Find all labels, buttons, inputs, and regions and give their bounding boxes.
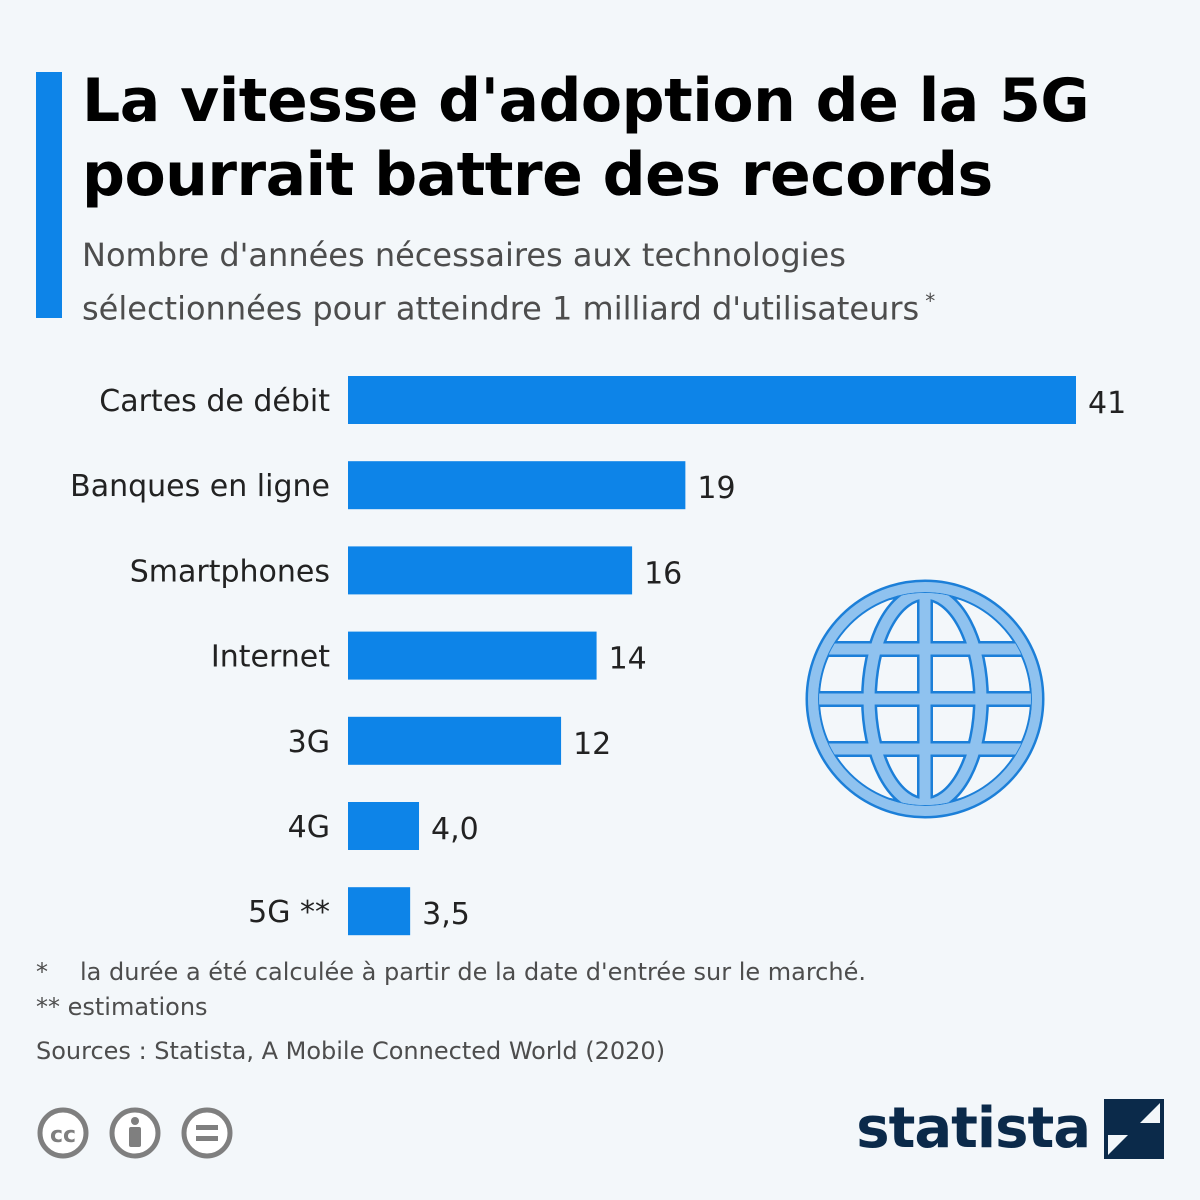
license-icons[interactable]: cc (36, 1106, 246, 1162)
subtitle-footnote-mark: * (925, 289, 936, 313)
category-label: Internet (211, 640, 330, 675)
statista-logo[interactable]: statista (856, 1096, 1164, 1161)
cc-icon[interactable]: cc (37, 1107, 89, 1159)
bar (348, 461, 686, 510)
category-label: 5G ** (248, 895, 330, 930)
footnote-duration: * la durée a été calculée à partir de la … (36, 958, 866, 986)
statista-logo-icon (1104, 1098, 1164, 1159)
value-label: 19 (697, 471, 735, 506)
value-label: 12 (573, 727, 611, 762)
page-title: La vitesse d'adoption de la 5G pourrait … (82, 66, 1090, 210)
brand-name: statista (856, 1096, 1091, 1161)
attribution-icon[interactable] (109, 1107, 161, 1159)
category-label: Cartes de débit (99, 384, 330, 419)
value-label: 41 (1088, 386, 1126, 421)
footnote-estimates: ** estimations (36, 993, 208, 1021)
category-label: 3G (288, 725, 330, 760)
bar (348, 631, 597, 680)
page-subtitle: Nombre d'années nécessaires aux technolo… (82, 232, 1172, 332)
bar (348, 716, 562, 765)
value-label: 14 (609, 642, 647, 677)
footnote-duration-text: la durée a été calculée à partir de la d… (80, 958, 866, 986)
bar (348, 546, 633, 595)
footnote-mark: * (36, 958, 48, 986)
globe-icon (805, 579, 1045, 819)
bar-chart: Cartes de débit 41 Banques en ligne 19 Smart… (70, 376, 1126, 936)
no-derivatives-icon[interactable] (181, 1107, 233, 1159)
value-label: 4,0 (431, 812, 479, 847)
sources: Sources : Statista, A Mobile Connected W… (36, 1037, 666, 1065)
subtitle-text: Nombre d'années nécessaires aux technolo… (82, 236, 920, 328)
category-label: 4G (288, 810, 330, 845)
bar (348, 887, 411, 936)
bar (348, 376, 1076, 424)
title-accent-bar (36, 72, 62, 318)
value-label: 16 (644, 556, 682, 591)
category-label: Banques en ligne (70, 469, 330, 504)
category-label: Smartphones (130, 554, 330, 589)
value-label: 3,5 (422, 897, 470, 932)
bar (348, 802, 420, 850)
svg-text:cc: cc (50, 1123, 76, 1148)
